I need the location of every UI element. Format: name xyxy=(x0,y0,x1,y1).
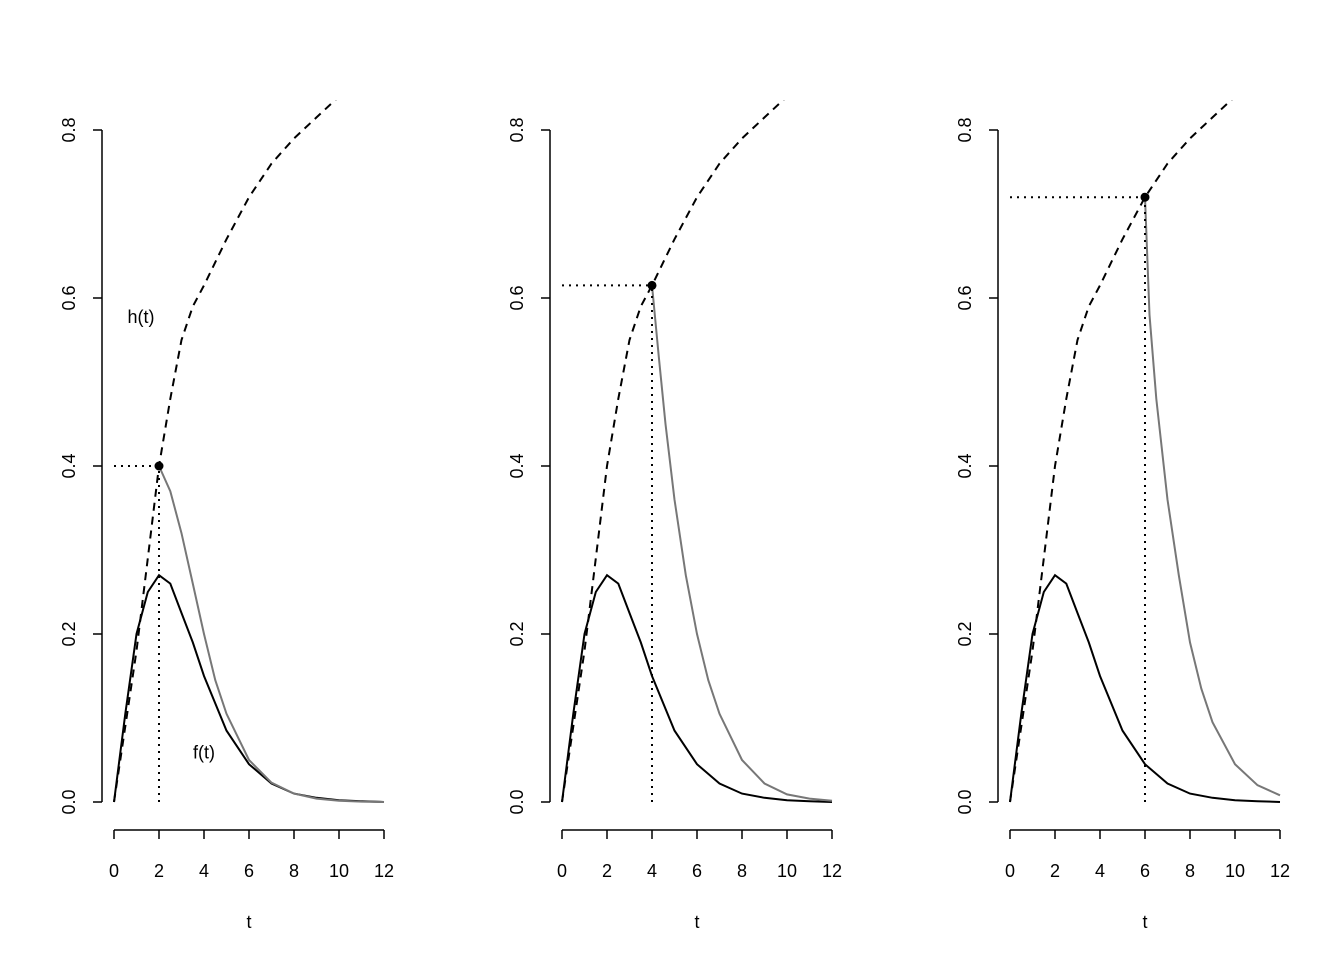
y-tick-label: 0.6 xyxy=(507,285,527,310)
conditional-density-curve xyxy=(158,465,385,803)
y-tick-label: 0.0 xyxy=(507,789,527,814)
x-tick-label: 12 xyxy=(822,861,842,881)
y-tick-label: 0.8 xyxy=(507,117,527,142)
y-tick-label: 0.6 xyxy=(59,285,79,310)
y-tick-label: 0.4 xyxy=(59,453,79,478)
y-tick-label: 0.4 xyxy=(507,453,527,478)
density-curve xyxy=(561,573,833,803)
x-tick-label: 4 xyxy=(1095,861,1105,881)
panel-3: 0.0 0.2 0.4 0.6 0.8 0 2 4 6 8 10 12 t xyxy=(955,100,1290,932)
x-tick-label: 6 xyxy=(692,861,702,881)
x-tick-label: 8 xyxy=(1185,861,1195,881)
x-tick-label: 8 xyxy=(737,861,747,881)
y-tick-label: 0.8 xyxy=(59,117,79,142)
x-tick-label: 2 xyxy=(1050,861,1060,881)
conditional-density-curve xyxy=(1144,197,1281,797)
marked-point xyxy=(1140,192,1150,202)
y-tick-label: 0.8 xyxy=(955,117,975,142)
x-axis-title: t xyxy=(694,912,699,932)
x-tick-label: 2 xyxy=(602,861,612,881)
x-tick-label: 6 xyxy=(244,861,254,881)
y-tick-label: 0.2 xyxy=(59,621,79,646)
marked-point xyxy=(154,461,164,471)
y-tick-label: 0.2 xyxy=(955,621,975,646)
x-tick-label: 0 xyxy=(109,861,119,881)
x-tick-label: 10 xyxy=(777,861,797,881)
x-tick-label: 6 xyxy=(1140,861,1150,881)
y-tick-label: 0.0 xyxy=(955,789,975,814)
x-tick-label: 8 xyxy=(289,861,299,881)
marked-point xyxy=(647,280,657,290)
x-tick-label: 4 xyxy=(647,861,657,881)
density-curve xyxy=(113,573,385,803)
panel-1: 0.0 0.2 0.4 0.6 0.8 0 2 4 6 8 10 12 t h(t) f(t) xyxy=(59,100,394,932)
conditional-density-curve xyxy=(651,285,833,802)
x-tick-label: 10 xyxy=(1225,861,1245,881)
curve-annotation: h(t) xyxy=(128,307,155,327)
hazard-curve xyxy=(1009,100,1233,803)
x-tick-label: 12 xyxy=(1270,861,1290,881)
x-tick-label: 12 xyxy=(374,861,394,881)
x-tick-label: 0 xyxy=(557,861,567,881)
hazard-curve xyxy=(113,100,337,803)
panel-2: 0.0 0.2 0.4 0.6 0.8 0 2 4 6 8 10 12 t xyxy=(507,100,842,932)
curve-annotation: f(t) xyxy=(193,742,215,762)
density-curve xyxy=(1009,573,1281,803)
y-tick-label: 0.0 xyxy=(59,789,79,814)
x-axis-title: t xyxy=(246,912,251,932)
x-tick-label: 2 xyxy=(154,861,164,881)
x-axis-title: t xyxy=(1142,912,1147,932)
y-tick-label: 0.2 xyxy=(507,621,527,646)
x-tick-label: 4 xyxy=(199,861,209,881)
y-tick-label: 0.6 xyxy=(955,285,975,310)
x-tick-label: 0 xyxy=(1005,861,1015,881)
y-tick-label: 0.4 xyxy=(955,453,975,478)
x-tick-label: 10 xyxy=(329,861,349,881)
hazard-curve xyxy=(561,100,785,803)
